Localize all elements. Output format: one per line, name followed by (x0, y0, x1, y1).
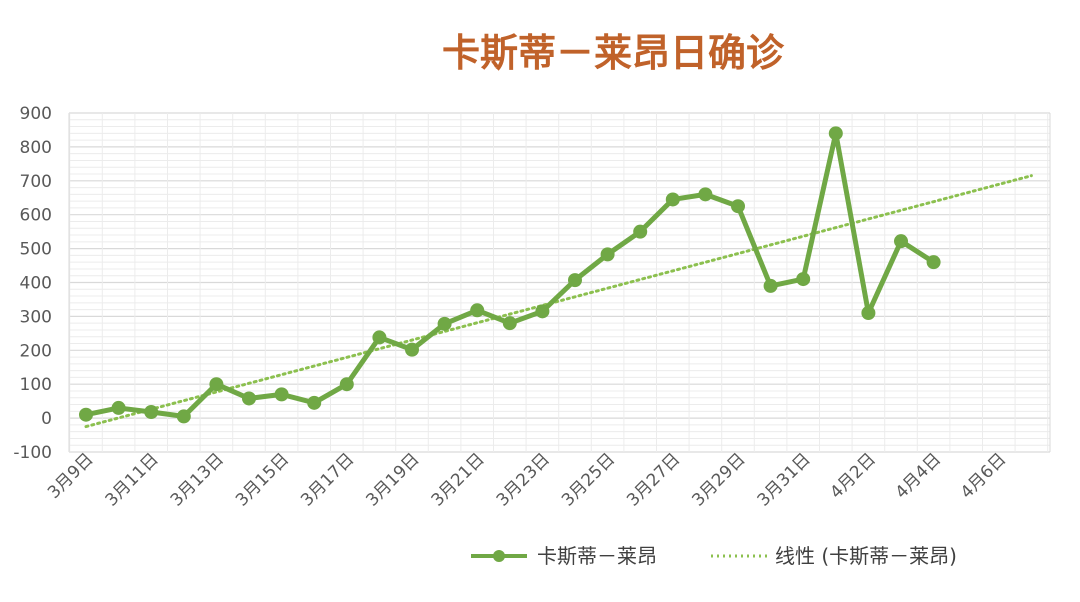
data-point (665, 192, 680, 207)
data-point (600, 247, 615, 262)
legend: 卡斯蒂－莱昂 线性 (卡斯蒂－莱昂) (471, 544, 957, 568)
data-point (796, 272, 811, 287)
x-tick-label: 4月6日 (957, 449, 1010, 502)
x-tick-label: 3月9日 (44, 449, 97, 502)
y-tick-label: 900 (20, 104, 52, 124)
y-tick-label: 500 (20, 240, 52, 260)
y-tick-label: 800 (20, 138, 52, 158)
x-tick-label: 3月29日 (688, 449, 749, 510)
data-point (502, 316, 517, 331)
x-tick-label: 3月25日 (558, 449, 619, 510)
y-tick-label: -100 (13, 443, 52, 463)
x-axis: 3月9日 3月11日 3月13日 3月15日 3月17日 3月19日 3月21日 3月23日 3… (44, 449, 1010, 510)
data-point (894, 234, 908, 249)
data-point (79, 407, 93, 422)
legend-trendline-label: 线性 (卡斯蒂－莱昂) (775, 544, 957, 568)
x-tick-label: 3月23日 (493, 449, 554, 510)
x-tick-label: 3月15日 (232, 449, 293, 510)
data-point (209, 377, 224, 392)
trendline-line (84, 174, 1033, 429)
chart-title: 卡斯蒂－莱昂日确诊 (442, 31, 785, 75)
data-point (176, 409, 191, 424)
data-point (437, 316, 452, 331)
data-point (307, 395, 322, 410)
data-point (633, 224, 648, 239)
legend-series-marker (493, 550, 505, 562)
data-point (470, 303, 485, 318)
y-tick-label: 700 (20, 172, 52, 192)
y-tick-label: 300 (20, 307, 52, 327)
x-tick-label: 3月27日 (623, 449, 684, 510)
data-point (828, 126, 843, 141)
y-tick-label: 400 (20, 274, 52, 294)
series (79, 126, 941, 424)
data-point (111, 400, 126, 415)
x-tick-label: 4月4日 (892, 449, 945, 502)
data-point (926, 255, 941, 270)
data-point (763, 278, 778, 293)
grid (68, 112, 1051, 453)
y-tick-label: 0 (41, 409, 52, 429)
data-point (144, 404, 159, 419)
y-tick-label: 600 (20, 206, 52, 226)
data-point (535, 304, 550, 319)
x-tick-label: 3月13日 (167, 449, 228, 510)
data-point (731, 199, 745, 214)
data-point (698, 187, 713, 202)
data-point (372, 330, 387, 345)
data-point (861, 306, 876, 321)
y-tick-label: 200 (20, 341, 52, 361)
x-tick-label: 3月21日 (428, 449, 489, 510)
data-point (274, 387, 289, 402)
data-point (242, 391, 256, 406)
y-axis: -100 0 100 200 300 400 500 600 700 800 900 (13, 104, 52, 463)
trendline (84, 174, 1033, 429)
x-tick-label: 4月2日 (826, 449, 879, 502)
data-point (568, 273, 582, 288)
x-tick-label: 3月19日 (362, 449, 423, 510)
x-tick-label: 3月11日 (102, 449, 163, 510)
legend-series-label: 卡斯蒂－莱昂 (537, 544, 657, 568)
data-point (405, 342, 419, 357)
x-tick-label: 3月31日 (754, 449, 815, 510)
y-tick-label: 100 (20, 375, 52, 395)
data-point (339, 377, 354, 392)
x-tick-label: 3月17日 (297, 449, 358, 510)
